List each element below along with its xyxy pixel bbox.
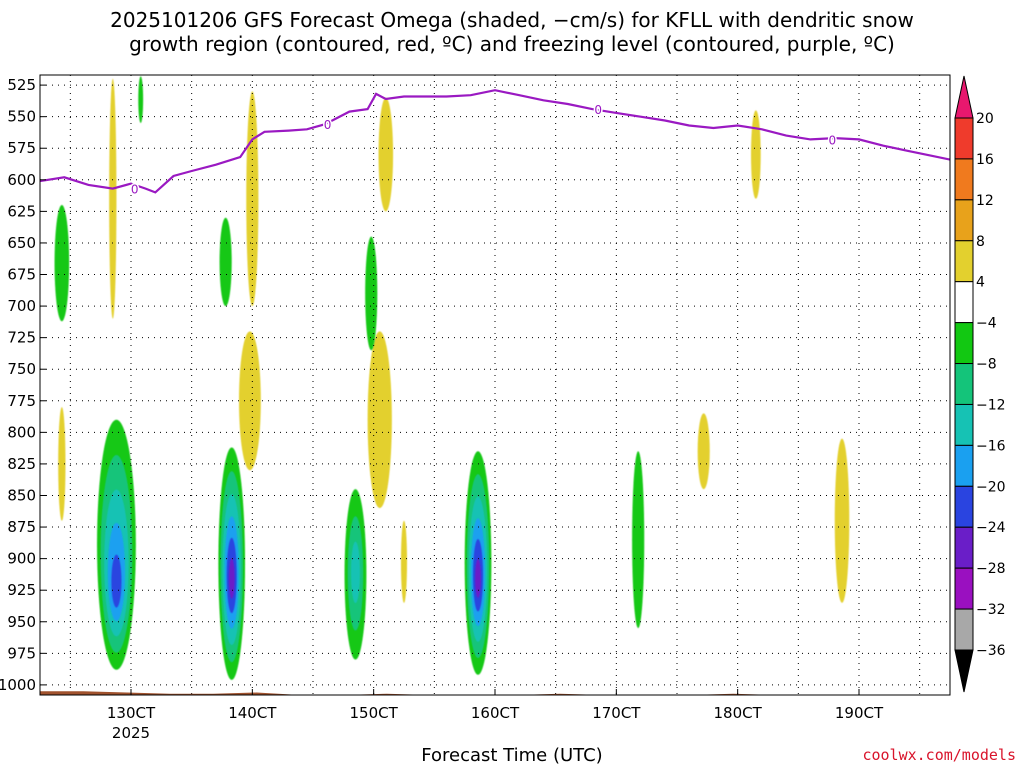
omega-ascent-contour <box>228 558 235 599</box>
y-tick-label: 950 <box>7 613 36 631</box>
omega-ascent-contour <box>632 451 645 629</box>
terrain-ground <box>40 691 950 695</box>
colorbar-swatch <box>954 526 974 569</box>
colorbar-swatch <box>954 322 974 365</box>
y-tick-label: 525 <box>7 76 36 94</box>
colorbar-tick-label: −36 <box>976 643 1006 659</box>
colorbar-swatch <box>954 240 974 283</box>
colorbar-swatch <box>954 158 974 201</box>
omega-ascent-contour <box>219 217 232 307</box>
y-tick-label: 625 <box>7 202 36 220</box>
omega-ascent-contour <box>365 236 378 351</box>
y-tick-label: 775 <box>7 392 36 410</box>
y-tick-label: 1000 <box>0 676 36 694</box>
source-credit: coolwx.com/models <box>862 746 1016 764</box>
chart-title: 2025101206 GFS Forecast Omega (shaded, −… <box>110 8 914 56</box>
freezing-level-label: 0 <box>828 133 836 147</box>
omega-positive-region <box>697 413 710 490</box>
colorbar-tick-label: −4 <box>976 316 997 332</box>
colorbar-swatch <box>954 608 974 651</box>
omega-positive-region <box>58 407 66 521</box>
y-tick-label: 550 <box>7 108 36 126</box>
x-axis-label: Forecast Time (UTC) <box>421 745 603 766</box>
colorbar-tick-label: −20 <box>976 479 1006 495</box>
colorbar-swatch <box>954 363 974 405</box>
y-tick-label: 850 <box>7 486 36 504</box>
colorbar-swatch <box>954 444 974 487</box>
freezing-level-line <box>40 89 950 194</box>
plot-frame <box>39 74 951 696</box>
y-tick-label: 600 <box>7 171 36 189</box>
colorbar-swatch <box>954 199 974 242</box>
x-tick-label: 170CT <box>592 704 641 722</box>
y-tick-label: 925 <box>7 581 36 599</box>
x-tick-label: 190CT <box>835 704 884 722</box>
freezing-level-label: 0 <box>131 183 139 197</box>
plot-area: 0 0 0 0 <box>40 75 950 695</box>
y-tick-label: 725 <box>7 329 36 347</box>
colorbar: 20 16 12 8 4 −4 −8 −12 −16 −20 −24 −28 −32 −36 <box>954 75 1006 693</box>
y-tick-label: 675 <box>7 266 36 284</box>
y-tick-label: 975 <box>7 644 36 662</box>
colorbar-cap-top <box>954 75 974 119</box>
x-tick-label: 130CT <box>107 704 156 722</box>
y-tick-label: 575 <box>7 139 36 157</box>
x-tick-label: 150CT <box>350 704 399 722</box>
colorbar-tick-label: 12 <box>976 193 994 209</box>
y-tick-label: 700 <box>7 297 36 315</box>
x-tick-sublabel: 2025 <box>112 724 150 742</box>
colorbar-cap-bottom <box>954 649 974 693</box>
y-tick-label: 800 <box>7 423 36 441</box>
omega-positive-region <box>109 78 117 319</box>
x-tick-label: 180CT <box>714 704 763 722</box>
colorbar-swatch <box>954 567 974 610</box>
freezing-level-label: 0 <box>594 103 602 117</box>
colorbar-tick-label: 4 <box>976 275 985 291</box>
colorbar-tick-label: 16 <box>976 152 994 168</box>
colorbar-tick-label: −24 <box>976 520 1006 536</box>
colorbar-tick-label: −12 <box>976 397 1006 413</box>
colorbar-swatch <box>954 485 974 528</box>
freezing-level-label: 0 <box>324 118 332 132</box>
omega-ascent-contour <box>54 205 70 322</box>
omega-ascent-contour <box>111 554 122 608</box>
colorbar-tick-label: −16 <box>976 438 1006 454</box>
colorbar-tick-label: 8 <box>976 234 985 250</box>
colorbar-swatch <box>954 403 974 446</box>
omega-ascent-contour <box>138 76 144 123</box>
y-tick-label: 825 <box>7 455 36 473</box>
omega-positive-region <box>378 97 394 212</box>
colorbar-tick-label: 20 <box>976 111 994 127</box>
x-tick-label: 140CT <box>228 704 277 722</box>
y-tick-label: 875 <box>7 518 36 536</box>
omega-positive-region <box>238 331 261 471</box>
x-tick-label: 160CT <box>471 704 520 722</box>
y-tick-label: 650 <box>7 234 36 252</box>
omega-positive-region <box>834 438 850 603</box>
omega-ascent-contour <box>475 558 481 598</box>
axes: 525 550 575 600 625 650 675 700 725 750 775 800 825 8… <box>0 76 884 742</box>
colorbar-tick-label: −32 <box>976 602 1006 618</box>
colorbar-swatch <box>954 281 974 324</box>
omega-positive-region <box>400 520 408 603</box>
colorbar-swatch <box>954 117 974 160</box>
colorbar-tick-label: −8 <box>976 357 997 373</box>
y-tick-label: 900 <box>7 550 36 568</box>
omega-positive-region <box>751 110 761 199</box>
omega-ascent-contour <box>350 541 360 604</box>
colorbar-tick-label: −28 <box>976 561 1006 577</box>
omega-positive-region <box>367 331 392 509</box>
y-tick-label: 750 <box>7 360 36 378</box>
